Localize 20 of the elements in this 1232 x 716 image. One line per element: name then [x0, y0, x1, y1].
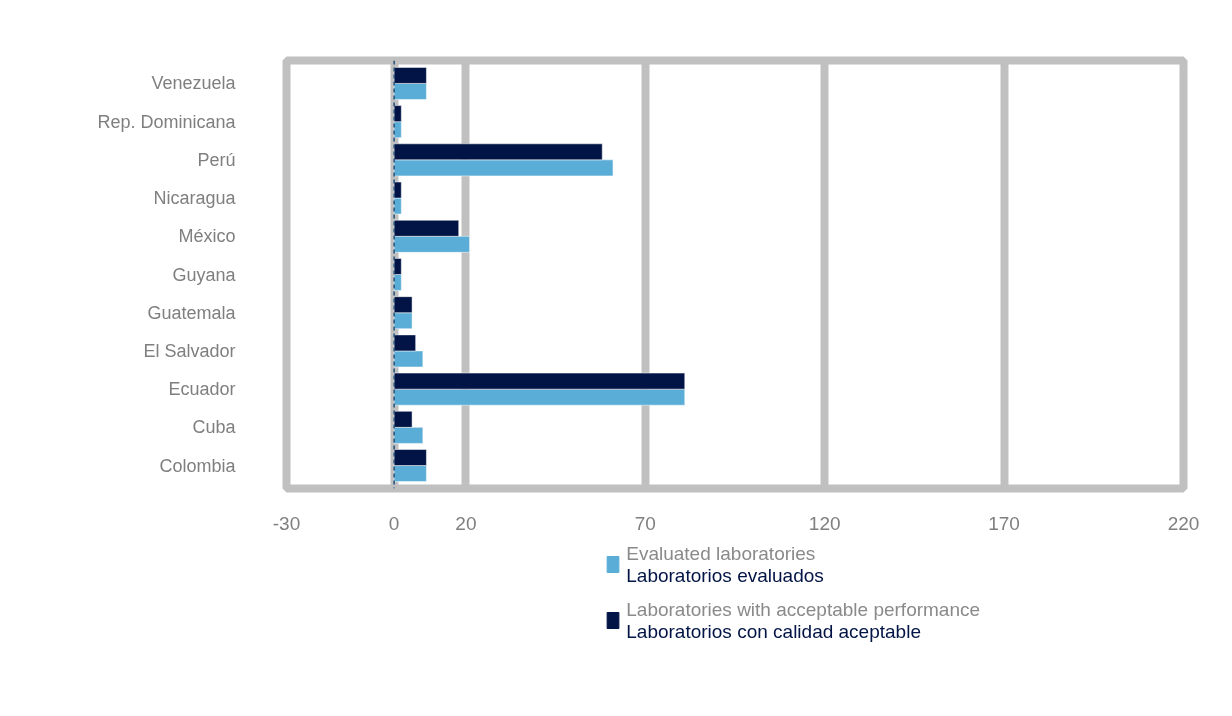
y-tick-label: Guatemala	[147, 302, 237, 323]
x-tick-label: 0	[388, 512, 400, 534]
x-tick-label: 170	[988, 512, 1020, 534]
y-tick-label: Rep. Dominicana	[97, 111, 237, 132]
y-tick-label: El Salvador	[143, 340, 236, 361]
legend-label: Laboratories with acceptable performance Laboratorios con calidad aceptable	[626, 598, 981, 642]
x-tick-label: 220	[1167, 512, 1200, 534]
y-tick-label: Colombia	[159, 455, 237, 476]
y-tick-label: México	[178, 226, 236, 247]
y-tick-label: Perú	[197, 149, 236, 170]
y-tick-label: Guyana	[172, 264, 237, 285]
y-tick-label: Nicaragua	[153, 188, 237, 209]
y-tick-label: Ecuador	[168, 379, 236, 400]
legend-label: Evaluated laboratories Laboratorios evaluados	[626, 542, 824, 586]
x-tick-label: 120	[808, 512, 841, 534]
x-tick-label: 20	[455, 512, 477, 534]
x-tick-label: -30	[272, 512, 301, 534]
y-tick-label: Cuba	[192, 417, 237, 438]
y-tick-label: Venezuela	[151, 73, 237, 94]
x-tick-label: 70	[634, 512, 656, 534]
